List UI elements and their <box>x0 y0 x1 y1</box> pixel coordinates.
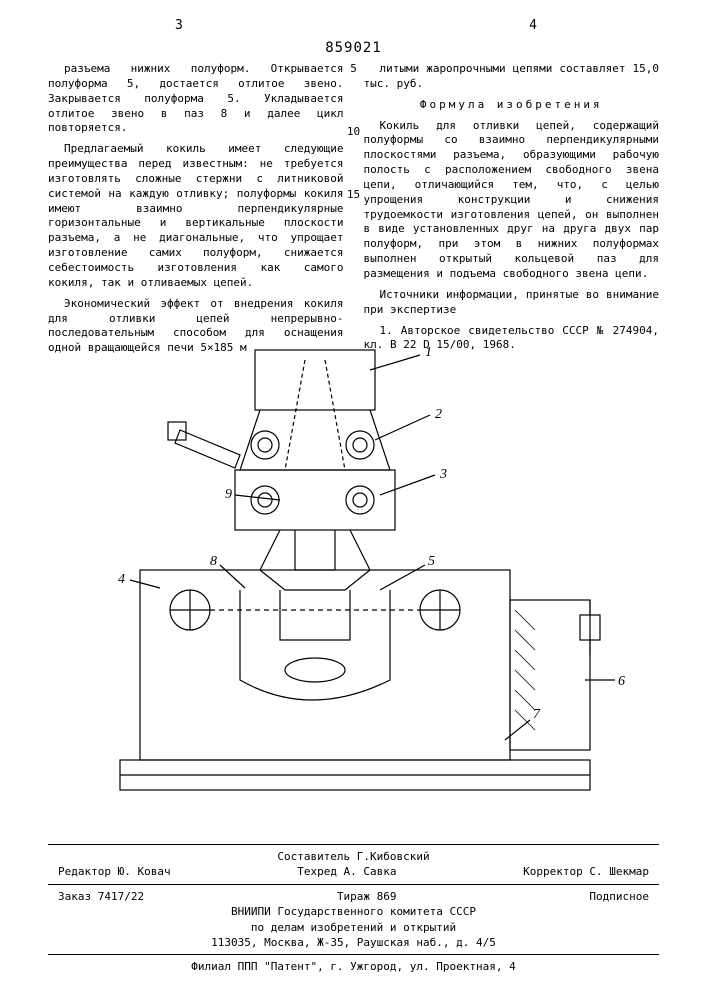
diagram-label-5: 5 <box>428 554 435 569</box>
diagram-label-6: 6 <box>618 674 625 689</box>
colophon: Составитель Г.Кибовский Редактор Ю. Кова… <box>48 840 659 975</box>
diagram-label-3: 3 <box>439 467 447 482</box>
diagram-label-1: 1 <box>425 345 432 360</box>
technical-diagram: 1 2 3 4 5 6 7 8 9 <box>60 340 650 810</box>
diagram-label-2: 2 <box>435 407 442 422</box>
org2: по делам изобретений и открытий <box>48 920 659 935</box>
compiler: Составитель Г.Кибовский <box>48 849 659 864</box>
credits-row: Редактор Ю. Ковач Техред А. Савка Коррек… <box>48 864 659 879</box>
right-p2: Кокиль для отливки цепей, содержащий пол… <box>364 119 660 282</box>
patent-number: 859021 <box>0 40 707 56</box>
tirage: Тираж 869 <box>337 889 397 904</box>
diagram-label-7: 7 <box>533 707 541 722</box>
diagram-label-9: 9 <box>225 487 232 502</box>
org1: ВНИИПИ Государственного комитета СССР <box>48 904 659 919</box>
text-columns: разъема нижних полуформ. Открывается пол… <box>48 62 659 362</box>
right-p1: литыми жаропрочными цепями составляет 15… <box>364 62 660 92</box>
diagram-label-4: 4 <box>118 572 125 587</box>
right-column: литыми жаропрочными цепями составляет 15… <box>364 62 660 362</box>
left-p2: Предлагаемый кокиль имеет следующие преи… <box>48 142 344 290</box>
address1: 113035, Москва, Ж-35, Раушская наб., д. … <box>48 935 659 950</box>
formula-title: Формула изобретения <box>364 98 660 113</box>
editor: Редактор Ю. Ковач <box>58 864 171 879</box>
order-row: Заказ 7417/22 Тираж 869 Подписное <box>48 889 659 904</box>
techred: Техред А. Савка <box>297 864 396 879</box>
sources-title: Источники информации, принятые во вниман… <box>364 288 660 318</box>
order: Заказ 7417/22 <box>58 889 144 904</box>
corrector: Корректор С. Шекмар <box>523 864 649 879</box>
branch: Филиал ППП "Патент", г. Ужгород, ул. Про… <box>48 959 659 974</box>
diagram-label-8: 8 <box>210 554 217 569</box>
left-p1: разъема нижних полуформ. Открывается пол… <box>48 62 344 136</box>
page-num-left: 3 <box>175 18 183 33</box>
page-num-right: 4 <box>529 18 537 33</box>
subscription: Подписное <box>589 889 649 904</box>
left-column: разъема нижних полуформ. Открывается пол… <box>48 62 344 362</box>
